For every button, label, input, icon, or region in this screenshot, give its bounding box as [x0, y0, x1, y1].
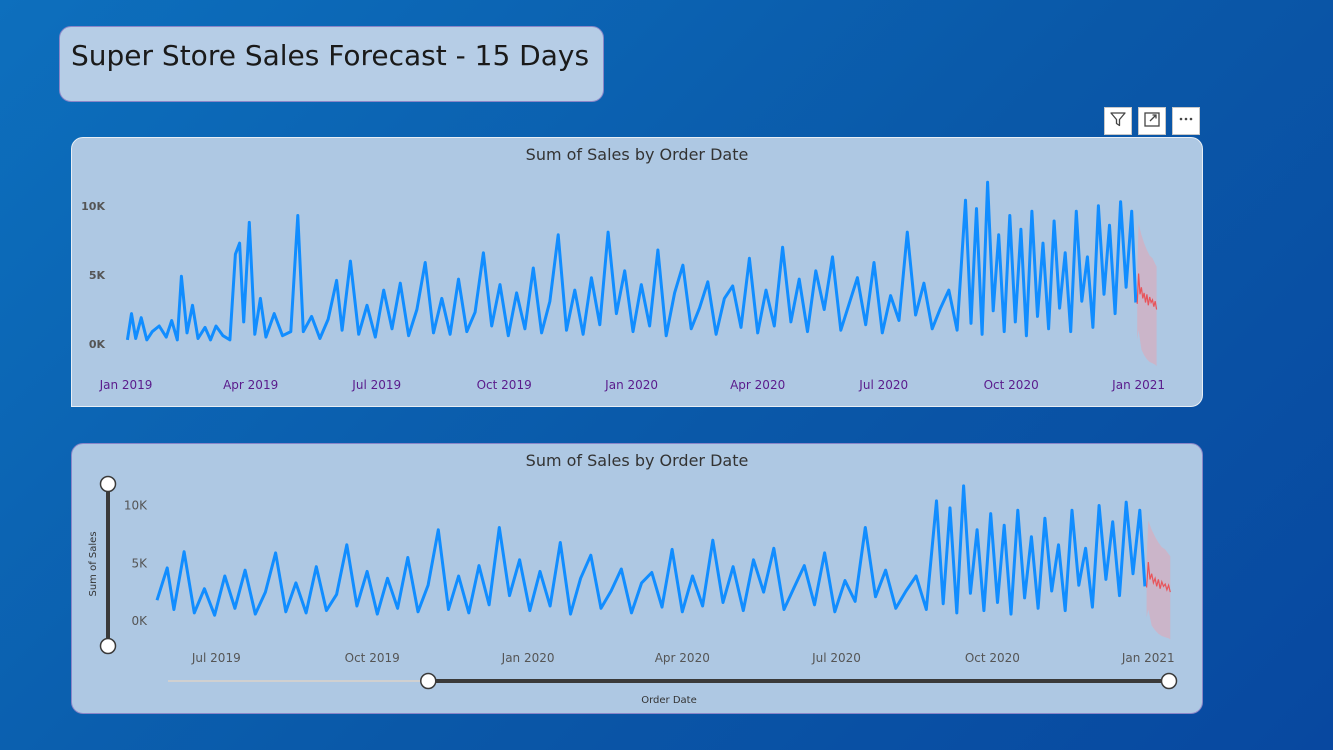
- y-axis-title: Sum of Sales: [88, 531, 99, 596]
- x-tick-label: Jan 2020: [604, 378, 658, 392]
- filter-icon: [1109, 110, 1127, 132]
- x-tick-label: Oct 2020: [965, 651, 1020, 665]
- sales-series-line[interactable]: [155, 484, 1147, 617]
- sales-line-chart-top[interactable]: Sum of Sales by Order Date 0K 5K 10K Jan 20…: [71, 137, 1203, 407]
- chart-title: Sum of Sales by Order Date: [525, 145, 749, 164]
- x-tick-label: Jan 2020: [501, 651, 555, 665]
- forecast-line[interactable]: [1146, 562, 1171, 593]
- report-title-box: Super Store Sales Forecast - 15 Days: [59, 26, 604, 102]
- more-options-button[interactable]: [1172, 107, 1200, 135]
- sales-line-chart-bottom[interactable]: Sum of Sales by Order Date 0K 5K 10K Jul 20…: [71, 443, 1203, 714]
- x-axis-title: Order Date: [641, 695, 697, 706]
- chart-canvas-bottom: 0K 5K 10K Jul 2019 Oct 2019 Jan 2020 Apr 2020 J…: [88, 475, 1178, 706]
- x-tick-label: Apr 2019: [223, 378, 278, 392]
- y-zoom-handle-top[interactable]: [99, 475, 117, 493]
- forecast-line[interactable]: [1136, 273, 1158, 310]
- x-tick-label: Jan 2019: [99, 378, 153, 392]
- x-tick-label: Jul 2019: [191, 651, 241, 665]
- x-tick-label: Apr 2020: [730, 378, 785, 392]
- more-options-icon: [1177, 110, 1195, 132]
- chart-title: Sum of Sales by Order Date: [525, 451, 749, 470]
- x-zoom-handle-right[interactable]: [1160, 672, 1178, 690]
- y-tick-label: 0K: [89, 338, 106, 351]
- y-tick-label: 0K: [131, 614, 148, 628]
- x-tick-label: Jul 2020: [858, 378, 908, 392]
- y-tick-label: 10K: [124, 499, 148, 513]
- x-tick-label: Apr 2020: [655, 651, 710, 665]
- visual-header-toolbar: [1104, 107, 1200, 135]
- x-tick-label: Jul 2020: [811, 651, 861, 665]
- page-title: Super Store Sales Forecast - 15 Days: [71, 39, 590, 72]
- focus-mode-icon: [1143, 110, 1161, 132]
- focus-mode-button[interactable]: [1138, 107, 1166, 135]
- x-tick-label: Oct 2019: [477, 378, 532, 392]
- x-tick-label: Oct 2019: [345, 651, 400, 665]
- y-zoom-handle-bottom[interactable]: [99, 637, 117, 655]
- filter-button[interactable]: [1104, 107, 1132, 135]
- x-tick-label: Jan 2021: [1121, 651, 1175, 665]
- sales-series-line[interactable]: [125, 180, 1138, 342]
- y-tick-label: 5K: [131, 556, 148, 570]
- y-tick-label: 5K: [89, 269, 106, 282]
- y-tick-label: 10K: [81, 200, 105, 213]
- x-zoom-handle-left[interactable]: [420, 672, 437, 690]
- x-tick-label: Oct 2020: [984, 378, 1039, 392]
- chart-canvas-top: 0K 5K 10K Jan 2019 Apr 2019 Jul 2019 Oct 2019 J…: [81, 180, 1165, 392]
- x-tick-label: Jan 2021: [1111, 378, 1165, 392]
- x-tick-label: Jul 2019: [351, 378, 401, 392]
